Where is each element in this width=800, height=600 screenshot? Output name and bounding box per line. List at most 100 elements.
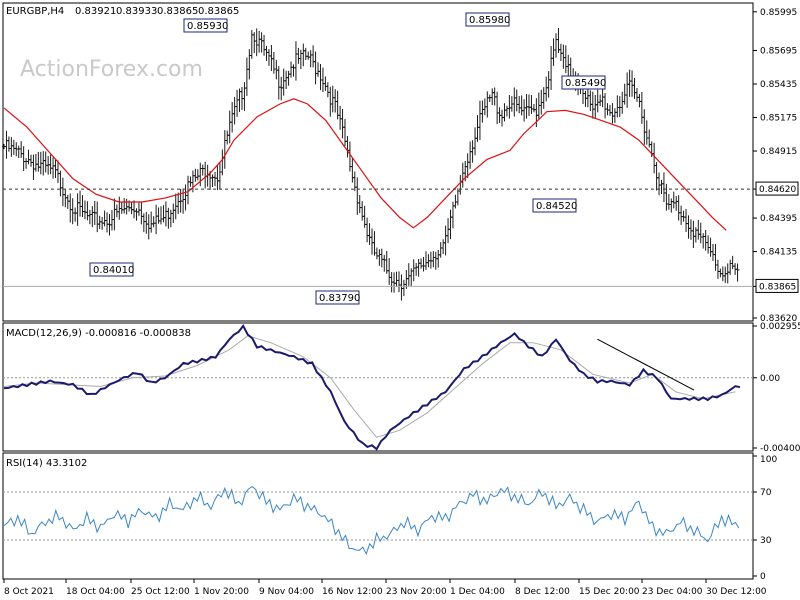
ohlc-bar — [232, 96, 237, 125]
ohlc-bar — [154, 204, 159, 235]
ohlc-bar — [159, 206, 164, 225]
ohlc-bar — [630, 70, 635, 97]
ohlc-bar — [360, 201, 365, 221]
ohlc-bar — [105, 212, 110, 233]
price-annotation: 0.84520 — [532, 198, 577, 213]
ohlc-bar — [512, 87, 517, 117]
ohlc-bar — [546, 71, 551, 98]
price-annotation-label: 0.85490 — [565, 78, 606, 89]
ohlc-bar — [6, 136, 11, 152]
ohlc-bar — [598, 94, 603, 106]
tag-layer: 0.85930 0.85980 0.85490 0.84520 0.84010 0.837… — [89, 12, 606, 305]
ohlc-low: 0.83865 — [157, 6, 198, 17]
ohlc-bar — [26, 149, 31, 165]
price-annotation-label: 0.84520 — [536, 201, 577, 212]
ohlc-bar — [475, 115, 480, 142]
ohlc-bar — [161, 205, 166, 223]
ohlc-bar — [554, 33, 558, 58]
ohlc-bar — [247, 49, 252, 80]
ohlc-bar — [345, 135, 350, 158]
price-annotation: 0.85490 — [561, 75, 606, 90]
ohlc-bar — [308, 50, 313, 68]
ohlc-bar — [720, 266, 725, 282]
ohlc-bar — [36, 151, 41, 172]
rsi-layer — [3, 485, 753, 556]
ohlc-bar — [279, 76, 284, 101]
ohlc-bar — [46, 156, 51, 175]
price-axis-label: 0.85695 — [760, 46, 797, 56]
ohlc-bar — [269, 44, 274, 72]
price-axis-label: 0.85995 — [760, 8, 797, 18]
ohlc-bar — [70, 198, 75, 225]
ohlc-bar — [75, 193, 80, 226]
ohlc-bar — [316, 62, 321, 77]
ohlc-bar — [517, 96, 522, 114]
ohlc-bar — [9, 137, 14, 157]
time-axis-label: 30 Dec 12:00 — [706, 587, 767, 597]
ohlc-bar — [31, 154, 36, 181]
ohlc-bar — [644, 120, 649, 145]
ohlc-bar — [610, 103, 615, 124]
rsi-label: RSI(14) 43.3102 — [6, 458, 87, 469]
macd-line — [3, 324, 741, 451]
ohlc-bar — [330, 85, 335, 113]
ohlc-bar — [176, 192, 181, 214]
ohlc-bar — [735, 263, 740, 282]
ohlc-bar — [531, 104, 536, 113]
ohlc-bar — [696, 219, 701, 240]
ohlc-bar — [102, 210, 107, 227]
ohlc-bar — [306, 51, 311, 60]
ohlc-bar — [293, 41, 298, 81]
ohlc-bar — [352, 171, 357, 192]
ohlc-bar — [428, 251, 433, 269]
price-panel-frame — [2, 2, 754, 322]
ohlc-bar — [607, 104, 612, 116]
ohlc-bar — [21, 146, 26, 172]
ohlc-bar — [416, 259, 421, 277]
ohlc-bar — [688, 219, 693, 240]
ohlc-bar — [109, 210, 114, 231]
ohlc-bar — [286, 70, 291, 86]
ohlc-bar — [703, 229, 708, 251]
rsi-axis-label: 70 — [760, 488, 772, 498]
ohlc-bar — [262, 35, 267, 56]
ohlc-bar — [80, 195, 85, 218]
ohlc-bar — [168, 209, 173, 228]
ohlc-bar — [217, 162, 222, 190]
ohlc-bar — [514, 89, 519, 112]
ohlc-bar — [325, 82, 330, 98]
ohlc-bar — [264, 45, 269, 61]
rsi-axis-label: 100 — [760, 455, 777, 465]
ohlc-bar — [338, 105, 343, 130]
price-axis-highlight: 0.84620 — [755, 181, 799, 196]
ohlc-bar — [421, 256, 426, 272]
ohlc-bar — [51, 157, 56, 179]
ohlc-bar — [718, 268, 723, 278]
ohlc-bar — [684, 209, 689, 232]
ohlc-bar — [438, 242, 443, 258]
ohlc-bar — [139, 201, 144, 225]
ohlc-bar — [414, 262, 419, 276]
ohlc-bar — [524, 94, 529, 119]
ohlc-bar — [622, 83, 627, 105]
ohlc-bar — [698, 222, 703, 244]
ohlc-bar — [244, 57, 249, 96]
ohlc-bar — [558, 43, 563, 62]
time-axis-label: 23 Dec 04:00 — [642, 587, 703, 597]
ohlc-bar — [355, 177, 360, 215]
ohlc-bar — [151, 216, 156, 228]
ohlc-bar — [333, 89, 338, 113]
ohlc-bar — [549, 46, 554, 91]
ohlc-bar — [490, 88, 495, 105]
ohlc-bar — [661, 172, 666, 203]
ohlc-bar — [399, 274, 404, 301]
ohlc-bar — [357, 195, 362, 213]
ohlc-bar — [504, 105, 509, 117]
ohlc-bar — [141, 213, 146, 233]
ohlc-bar — [706, 235, 711, 254]
ohlc-bar — [634, 87, 639, 102]
ohlc-bar — [210, 174, 215, 187]
ohlc-bar — [485, 91, 490, 118]
ohlc-bar — [350, 157, 355, 183]
